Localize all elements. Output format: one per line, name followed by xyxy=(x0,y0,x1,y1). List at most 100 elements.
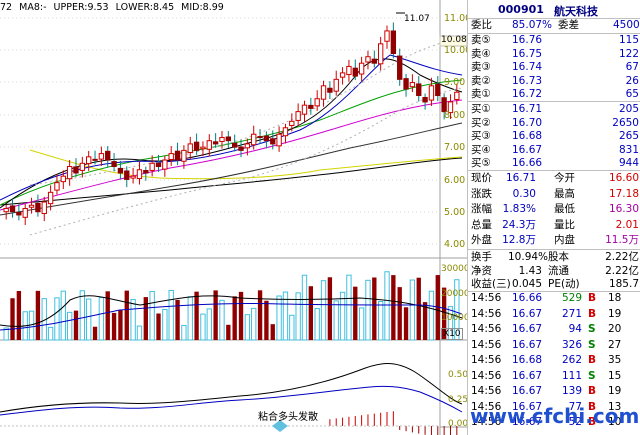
stock-name: 航天科技 xyxy=(554,5,598,18)
trade-row: 14:56 16.66 529 B 18 xyxy=(468,292,640,305)
candle-body xyxy=(308,104,314,109)
trade-count: 19 xyxy=(608,307,622,320)
volume-bar xyxy=(353,286,358,340)
stat-label: 涨幅 xyxy=(471,203,492,215)
trade-volume: 139 xyxy=(561,385,582,397)
candle-body xyxy=(422,97,428,103)
bid-row[interactable]: 买④ 16.67 831 xyxy=(468,144,640,157)
bid-row[interactable]: 买③ 16.68 265 xyxy=(468,130,640,143)
volume-bar xyxy=(454,279,460,341)
trade-count: 15 xyxy=(608,369,622,382)
indicator-prefix: 72 xyxy=(0,2,13,13)
candle-body xyxy=(155,162,162,168)
candle-body xyxy=(390,30,397,55)
candle-body xyxy=(47,191,54,205)
stat-label-2: 量比 xyxy=(554,218,575,231)
volume-bar xyxy=(333,300,339,341)
volume-ma-lines xyxy=(0,295,463,331)
bid-row[interactable]: 买② 16.70 2650 xyxy=(468,117,640,130)
stat-value: 16.71 xyxy=(505,172,536,184)
candle-body xyxy=(117,167,124,174)
volume-bar xyxy=(276,295,282,341)
trade-side: B xyxy=(588,292,597,304)
fund-row: 净资 1.43 流通 2.22亿 xyxy=(468,265,640,278)
volume-bar xyxy=(251,307,257,341)
volume-bar xyxy=(314,308,320,341)
candle-body xyxy=(22,207,28,218)
volume-bar xyxy=(403,307,409,340)
candle-body xyxy=(212,141,219,145)
ask-row[interactable]: 卖① 16.72 65 xyxy=(468,88,640,101)
volume-bar xyxy=(66,311,73,341)
bid-price: 16.71 xyxy=(512,103,543,115)
macd-tick: 0.00 xyxy=(448,419,469,429)
stat-value: 12.8万 xyxy=(502,234,536,246)
volume-bar xyxy=(136,325,143,341)
candle-body xyxy=(187,143,193,153)
stat-value: 0.30 xyxy=(512,187,536,200)
candle-body xyxy=(98,153,105,160)
trade-price: 16.66 xyxy=(512,292,543,304)
volume-bar xyxy=(111,312,117,340)
fund-label-2: PE(动) xyxy=(548,278,580,290)
watermark: www.cfchi.com xyxy=(470,404,640,428)
bid-volume: 831 xyxy=(618,143,639,156)
current-price-tag: 10.08 xyxy=(441,35,467,45)
volume-bar xyxy=(98,296,105,341)
mid-value: MID:8.99 xyxy=(181,2,224,13)
candle-body xyxy=(130,175,136,179)
upper-value: UPPER:9.53 xyxy=(53,2,109,13)
trade-row: 14:56 16.67 271 B 19 xyxy=(468,308,640,321)
candle-body xyxy=(60,175,66,183)
trade-volume: 529 xyxy=(561,292,582,304)
bid-row[interactable]: 买① 16.71 205 xyxy=(468,103,640,116)
volume-multiplier[interactable]: X10 xyxy=(441,328,463,340)
volume-bar xyxy=(200,313,206,341)
trade-row: 14:56 16.67 326 S 27 xyxy=(468,339,640,352)
bid-row[interactable]: 买⑤ 16.66 944 xyxy=(468,157,640,170)
fund-label: 净资 xyxy=(471,264,492,277)
volume-bar xyxy=(289,314,295,341)
candle-body xyxy=(270,138,276,145)
stat-value-2: 17.18 xyxy=(608,187,639,200)
indicator-name: MA8:- xyxy=(19,2,47,13)
trade-time: 14:56 xyxy=(471,292,502,304)
candle-body xyxy=(289,120,295,126)
trade-count: 35 xyxy=(608,354,622,366)
trade-price: 16.67 xyxy=(512,400,543,413)
volume-bar xyxy=(28,310,35,341)
fund-label-2: 股本 xyxy=(548,251,569,263)
ask-row[interactable]: 卖② 16.73 26 xyxy=(468,75,640,88)
ask-row[interactable]: 卖③ 16.74 67 xyxy=(468,61,640,74)
trade-price: 16.67 xyxy=(512,369,543,382)
volume-bar xyxy=(3,327,9,341)
candle-body xyxy=(295,111,301,121)
volume-bars xyxy=(3,271,460,341)
ask-row[interactable]: 卖⑤ 16.76 115 xyxy=(468,34,640,47)
trade-price: 16.67 xyxy=(512,307,543,320)
candle-body xyxy=(365,56,371,63)
volume-bar xyxy=(346,274,352,341)
quote-header: 000901 航天科技 xyxy=(468,0,640,18)
ask-row[interactable]: 卖④ 16.75 122 xyxy=(468,48,640,61)
volume-bar xyxy=(372,277,377,340)
trade-count: 19 xyxy=(608,385,622,397)
volume-bar xyxy=(213,290,218,340)
weicha-label: 委差 xyxy=(558,19,579,31)
volume-bar xyxy=(92,326,98,340)
candle-body xyxy=(384,30,390,42)
candle-body xyxy=(111,161,117,168)
stat-row: 涨幅 1.83% 最低 16.30 xyxy=(468,203,640,216)
quote-panel: 000901 航天科技 委比 85.07% 委差 4500 卖⑤ 16.76 1… xyxy=(467,0,640,435)
trade-side: B xyxy=(588,400,597,413)
price-tick: 10.00 xyxy=(444,45,472,56)
volume-bar xyxy=(447,306,454,341)
candle-body xyxy=(200,146,206,150)
trade-price: 16.67 xyxy=(512,416,543,428)
stat-label: 涨跌 xyxy=(471,187,492,200)
stat-label-2: 内盘 xyxy=(554,234,575,246)
candle-body xyxy=(301,104,308,115)
candle-body xyxy=(219,136,225,142)
volume-bar xyxy=(327,277,333,340)
